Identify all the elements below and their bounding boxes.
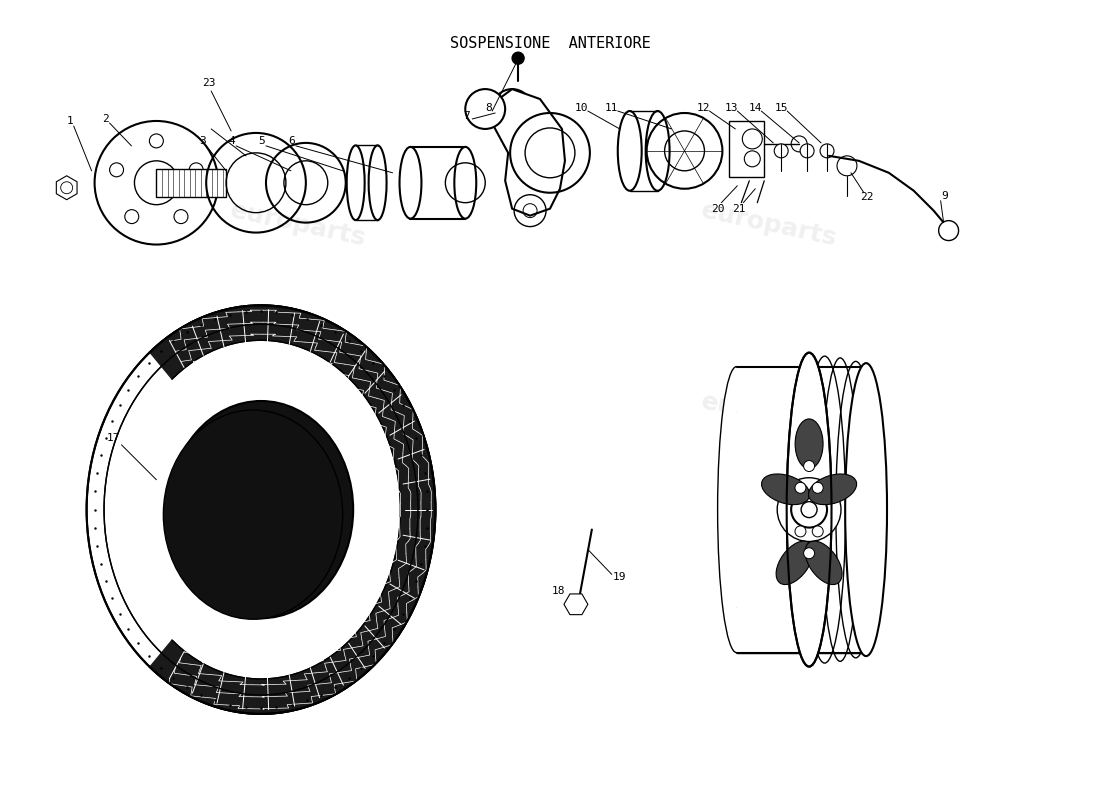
Circle shape [791,492,827,527]
Circle shape [804,461,815,471]
Text: 20: 20 [711,204,724,214]
Polygon shape [150,306,436,714]
Ellipse shape [805,541,843,585]
Ellipse shape [163,410,343,619]
Text: 4: 4 [229,136,235,146]
Text: SOSPENSIONE  ANTERIORE: SOSPENSIONE ANTERIORE [450,36,650,51]
Text: 17: 17 [107,433,120,443]
Text: europarts: europarts [228,198,368,250]
Circle shape [801,502,817,518]
Text: 12: 12 [696,103,711,113]
Ellipse shape [87,306,436,714]
Circle shape [821,144,834,158]
Bar [410,147,465,218]
Text: 22: 22 [860,192,873,202]
Text: 3: 3 [199,136,206,146]
Ellipse shape [717,366,756,653]
Bar [729,121,764,177]
Text: 11: 11 [605,103,618,113]
Text: 9: 9 [942,190,948,201]
Bar [355,146,377,220]
Ellipse shape [808,474,857,505]
Text: 23: 23 [202,78,216,88]
Text: 18: 18 [551,586,564,596]
Ellipse shape [168,401,353,618]
Text: 15: 15 [774,103,788,113]
Ellipse shape [786,353,832,666]
Circle shape [774,144,789,158]
Text: europarts: europarts [698,390,839,442]
Circle shape [795,482,806,494]
Circle shape [778,478,842,542]
Text: 14: 14 [748,103,762,113]
Text: 8: 8 [485,103,492,113]
Ellipse shape [845,363,887,656]
Bar [156,169,227,197]
Text: 2: 2 [102,114,109,124]
Bar [737,366,866,653]
Text: 13: 13 [725,103,738,113]
Text: europarts: europarts [698,198,839,250]
Bar [629,111,658,190]
Text: 1: 1 [66,116,73,126]
Ellipse shape [104,324,418,695]
Ellipse shape [777,541,813,585]
Circle shape [795,526,806,537]
Circle shape [800,144,814,158]
Text: 6: 6 [288,136,295,146]
Text: 19: 19 [613,572,627,582]
Text: 21: 21 [733,204,746,214]
Text: 7: 7 [463,111,470,121]
Polygon shape [485,89,565,216]
Circle shape [812,526,823,537]
Text: europarts: europarts [228,390,368,442]
Circle shape [513,52,524,64]
Text: 10: 10 [575,103,589,113]
Ellipse shape [761,474,810,505]
Circle shape [938,221,958,241]
Text: 5: 5 [258,136,265,146]
Circle shape [812,482,823,494]
Circle shape [804,548,815,558]
Circle shape [465,89,505,129]
Ellipse shape [795,419,823,469]
